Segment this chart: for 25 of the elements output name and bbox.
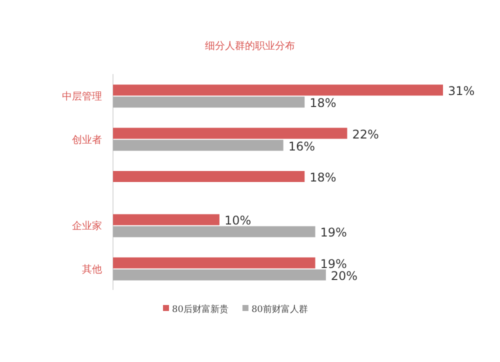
bar [113,171,305,182]
bar [113,140,284,151]
bar [113,257,316,268]
y-tick-label: 创业者 [72,134,102,146]
legend-label: 80前财富人群 [251,304,308,315]
data-label: 20% [330,268,358,283]
data-label: 19% [320,226,347,240]
bar [113,269,326,280]
data-label: 10% [224,214,252,228]
y-tick-label: 中层管理 [62,90,102,103]
data-label: 19% [320,256,347,271]
data-label: 16% [288,139,315,154]
y-tick-label: 其他 [82,263,102,276]
data-label: 18% [310,170,336,184]
bar [113,226,316,238]
data-label: 22% [352,127,379,142]
legend-label: 80后财富新贵 [172,304,228,315]
bar [113,214,220,226]
data-label: 18% [310,96,336,110]
chart-title: 细分人群的职业分布 [205,40,295,52]
bar [113,96,305,108]
y-tick-label: 企业家 [72,220,102,232]
bar [113,128,348,139]
bar [113,84,443,96]
data-label: 31% [448,84,475,98]
